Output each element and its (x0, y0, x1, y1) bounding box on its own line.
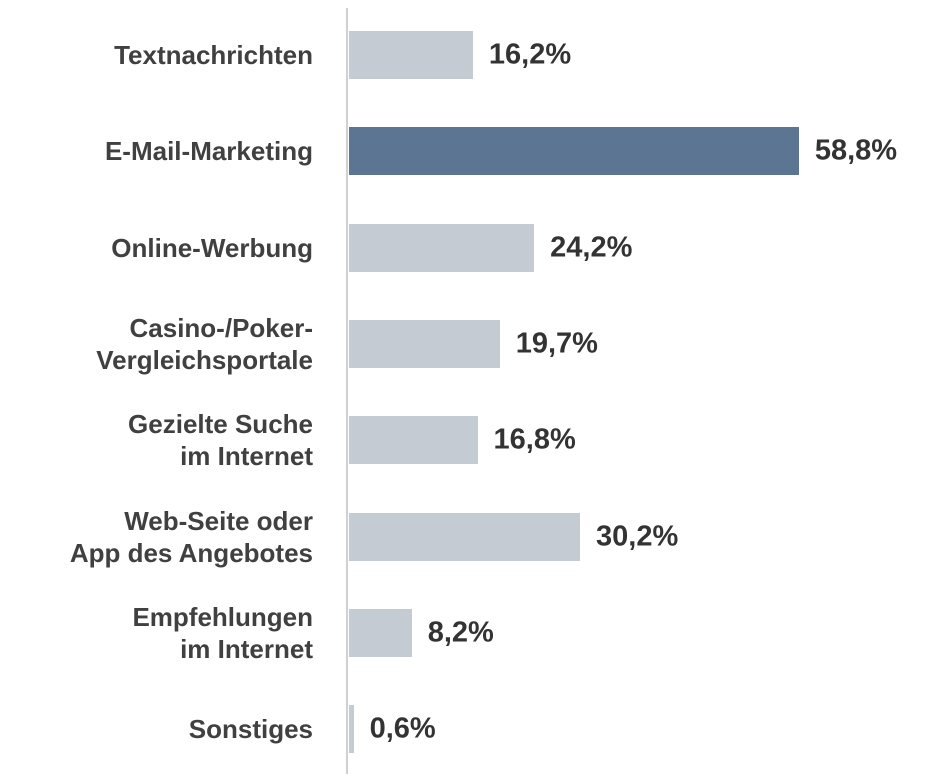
value-label: 8,2% (427, 616, 494, 649)
bar (349, 127, 799, 176)
bar (349, 512, 581, 561)
value-label: 24,2% (550, 231, 633, 264)
value-label: 0,6% (369, 712, 436, 745)
bar (349, 319, 500, 368)
category-label: Sonstiges (188, 714, 313, 745)
category-label: E-Mail-Marketing (104, 136, 313, 167)
bar (349, 416, 478, 465)
category-label: Casino-/Poker- Vergleichsportale (96, 312, 313, 375)
category-label: Gezielte Suche im Internet (128, 409, 313, 472)
value-label: 16,8% (493, 423, 576, 456)
bar (349, 608, 412, 657)
bar (349, 31, 473, 79)
value-label: 58,8% (814, 134, 898, 167)
value-label: 30,2% (596, 520, 679, 552)
bar (349, 705, 354, 754)
category-label: Empfehlungen im Internet (132, 601, 313, 664)
value-label: 19,7% (515, 327, 598, 360)
bar (349, 223, 535, 272)
category-label: Textnachrichten (114, 40, 313, 70)
value-label: 16,2% (488, 38, 572, 71)
axis-line (346, 8, 348, 774)
category-label: Online-Werbung (111, 232, 313, 263)
category-label: Web-Seite oder App des Angebotes (69, 505, 313, 568)
